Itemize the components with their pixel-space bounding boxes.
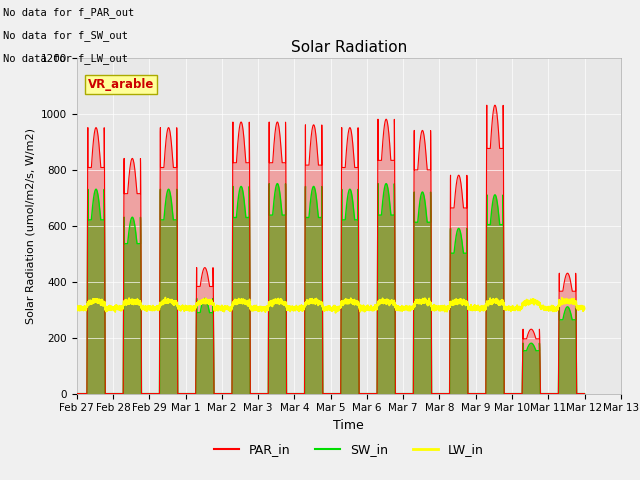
Legend: PAR_in, SW_in, LW_in: PAR_in, SW_in, LW_in (209, 438, 489, 461)
Text: No data for f_PAR_out: No data for f_PAR_out (3, 7, 134, 18)
Y-axis label: Solar Radiation (umol/m2/s, W/m2): Solar Radiation (umol/m2/s, W/m2) (25, 128, 35, 324)
Title: Solar Radiation: Solar Radiation (291, 40, 407, 55)
Text: No data for f_SW_out: No data for f_SW_out (3, 30, 128, 41)
Text: No data for f_LW_out: No data for f_LW_out (3, 53, 128, 64)
X-axis label: Time: Time (333, 419, 364, 432)
Text: VR_arable: VR_arable (88, 78, 154, 91)
